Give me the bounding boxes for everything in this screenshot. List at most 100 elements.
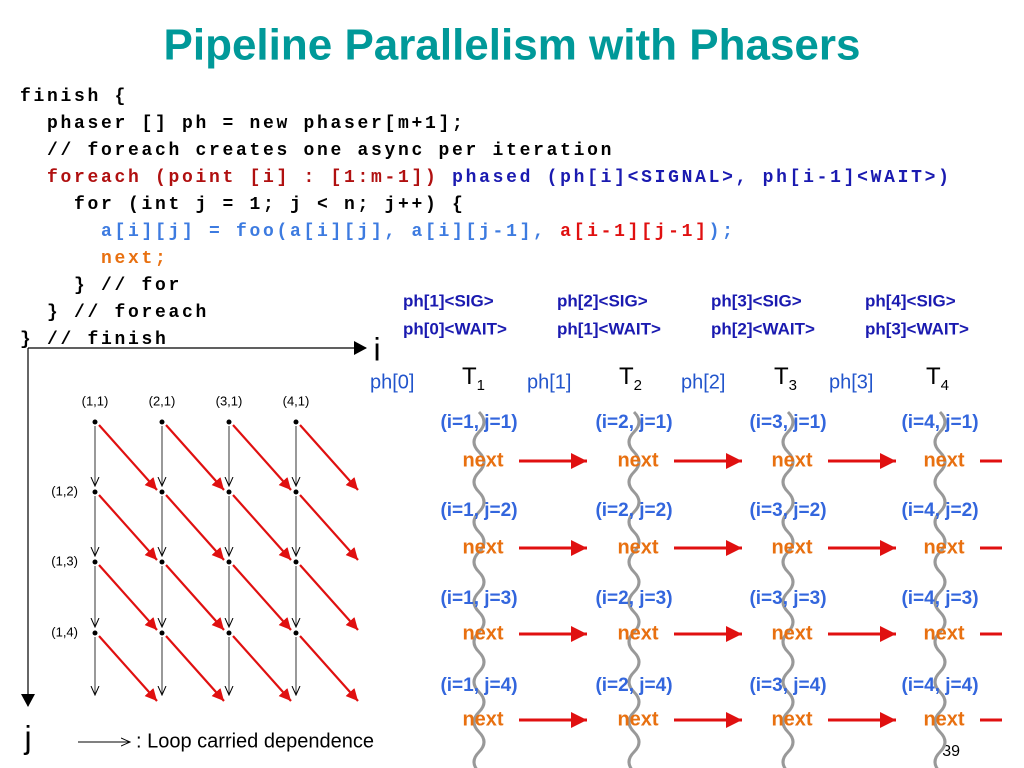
iteration-label: (i=2, j=4) <box>595 675 672 696</box>
next-label: next <box>462 536 503 558</box>
grid-label: (1,1) <box>82 393 109 408</box>
iteration-label: (i=4, j=4) <box>901 675 978 696</box>
task-subscript: 2 <box>634 377 642 394</box>
phaser-label: ph[0] <box>370 371 414 393</box>
iteration-label: (i=2, j=1) <box>595 412 672 433</box>
code-segment: ); <box>709 222 736 242</box>
phase-header: ph[2]<SIG> <box>557 291 648 310</box>
iteration-label: (i=4, j=2) <box>901 500 978 521</box>
next-label: next <box>617 622 658 644</box>
carried-arrow <box>299 564 359 631</box>
carried-arrow <box>165 424 225 491</box>
carried-arrow <box>98 494 158 561</box>
code-segment: a[i-1][j-1] <box>560 222 709 242</box>
code-line: phaser [] ph = new phaser[m+1]; <box>20 114 466 134</box>
next-label: next <box>923 449 964 471</box>
grid-label: (2,1) <box>149 393 176 408</box>
task-thread <box>627 410 641 768</box>
grid-dot <box>293 419 299 425</box>
grid-dot <box>226 419 232 425</box>
code-segment: for (int j = 1; j < n; j++) { <box>20 195 466 215</box>
code-segment: a[i][j] = foo(a[i][j], a[i][j-1], <box>20 222 560 242</box>
code-line: } // finish <box>20 330 169 350</box>
iteration-label: (i=3, j=4) <box>749 675 826 696</box>
next-label: next <box>462 449 503 471</box>
slide-title: Pipeline Parallelism with Phasers <box>164 21 861 70</box>
grid-label: (1,4) <box>51 624 78 639</box>
grid-dot <box>293 559 299 565</box>
code-segment: } // foreach <box>20 303 209 323</box>
code-line: foreach (point [i] : [1:m-1]) phased (ph… <box>20 168 952 188</box>
grid-dot <box>92 559 98 565</box>
iteration-label: (i=3, j=1) <box>749 412 826 433</box>
code-line: finish { <box>20 87 128 107</box>
iteration-label: (i=1, j=4) <box>440 675 517 696</box>
task-subscript: 1 <box>477 377 485 394</box>
code-line: next; <box>20 249 169 269</box>
grid-dot <box>159 489 165 495</box>
phase-header: ph[2]<WAIT> <box>711 319 815 338</box>
task-thread <box>781 410 795 768</box>
task-thread <box>933 410 947 768</box>
task-thread <box>472 410 486 768</box>
task-subscript: 3 <box>789 377 797 394</box>
phase-header: ph[3]<SIG> <box>711 291 802 310</box>
task-name: T <box>926 363 941 390</box>
carried-arrow <box>299 494 359 561</box>
task-name: T <box>462 363 477 390</box>
next-label: next <box>771 622 812 644</box>
carried-arrow <box>165 564 225 631</box>
axis-label: j <box>23 719 31 755</box>
phaser-label: ph[2] <box>681 371 725 393</box>
carried-arrow <box>232 564 292 631</box>
task-name: T <box>619 363 634 390</box>
carried-arrow <box>98 564 158 631</box>
code-segment: } // finish <box>20 330 169 350</box>
carried-arrow <box>98 424 158 491</box>
next-label: next <box>923 622 964 644</box>
phase-header: ph[0]<WAIT> <box>403 319 507 338</box>
code-line: } // for <box>20 276 182 296</box>
next-label: next <box>771 449 812 471</box>
task-subscript: 4 <box>941 377 949 394</box>
code-line: a[i][j] = foo(a[i][j], a[i][j-1], a[i-1]… <box>20 222 736 242</box>
iteration-label: (i=1, j=2) <box>440 500 517 521</box>
task-label: T3 <box>774 363 797 394</box>
iteration-label: (i=1, j=3) <box>440 588 517 609</box>
task-label: T1 <box>462 363 485 394</box>
code-line: // foreach creates one async per iterati… <box>20 141 614 161</box>
phase-header: ph[1]<WAIT> <box>557 319 661 338</box>
code-line: } // foreach <box>20 303 209 323</box>
task-label: T2 <box>619 363 642 394</box>
code-segment: foreach (point [i] : [1:m-1]) <box>20 168 439 188</box>
grid-dot <box>92 419 98 425</box>
phaser-label: ph[1] <box>527 371 571 393</box>
page-number: 39 <box>942 743 960 760</box>
legend-text: : Loop carried dependence <box>136 730 374 752</box>
grid-dot <box>226 559 232 565</box>
carried-arrow <box>299 635 359 702</box>
iteration-label: (i=2, j=3) <box>595 588 672 609</box>
next-label: next <box>771 536 812 558</box>
code-segment: finish { <box>20 87 128 107</box>
grid-dot <box>226 489 232 495</box>
code-line: for (int j = 1; j < n; j++) { <box>20 195 466 215</box>
carried-arrow <box>232 494 292 561</box>
carried-arrow <box>232 635 292 702</box>
dependence-grid: (1,1) (2,1) (3,1) (4,1) (1,2) (1,3) (1,4) <box>51 393 359 702</box>
pipeline-diagram: ph[1]<SIG> ph[0]<WAIT> ph[2]<SIG> ph[1]<WAI… <box>370 291 1002 768</box>
carried-arrow <box>165 494 225 561</box>
iteration-label: (i=4, j=3) <box>901 588 978 609</box>
next-label: next <box>462 708 503 730</box>
carried-arrow <box>165 635 225 702</box>
iteration-label: (i=3, j=3) <box>749 588 826 609</box>
next-label: next <box>617 708 658 730</box>
iteration-label: (i=2, j=2) <box>595 500 672 521</box>
grid-label: (1,2) <box>51 483 78 498</box>
grid-dot <box>92 630 98 636</box>
code-block: finish { phaser [] ph = new phaser[m+1];… <box>20 87 952 350</box>
carried-arrow <box>299 424 359 491</box>
grid-dot <box>226 630 232 636</box>
code-segment: // foreach creates one async per iterati… <box>20 141 614 161</box>
